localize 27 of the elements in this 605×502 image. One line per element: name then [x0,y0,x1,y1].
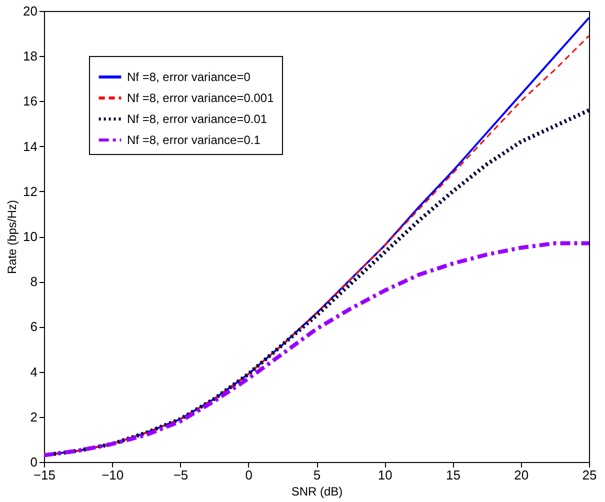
legend-label: Nf =8, error variance=0.01 [127,112,268,126]
y-tick-label: 6 [30,319,38,334]
x-tick-label: 0 [245,468,252,482]
y-tick-label: 14 [23,138,38,154]
x-tick-label: 15 [446,468,460,482]
y-tick-label: 2 [30,409,38,424]
x-tick-label: −15 [33,468,56,482]
x-tick-label: 10 [378,468,392,482]
legend-label: Nf =8, error variance=0.001 [127,91,274,105]
x-tick-label: −10 [102,468,124,482]
x-tick-label: −5 [173,468,188,482]
x-tick-label: 20 [514,468,529,482]
y-tick-label: 0 [30,454,38,470]
y-tick-label: 20 [23,4,38,18]
legend-label: Nf =8, error variance=0.1 [127,133,261,147]
line-series [44,241,589,458]
y-tick-label: 12 [23,184,38,199]
x-tick-label: 5 [313,468,321,482]
y-tick-label: 8 [30,274,38,290]
legend-label: Nf =8, error variance=0 [127,70,251,84]
y-tick-label: 16 [23,94,38,109]
x-axis-title: SNR (dB) [291,484,343,498]
y-axis-title: Rate (bps/Hz) [5,200,20,274]
x-tick-label: 25 [582,468,597,482]
y-tick-label: 10 [23,229,38,244]
y-tick-label: 18 [23,48,38,64]
y-tick-label: 4 [30,364,38,380]
